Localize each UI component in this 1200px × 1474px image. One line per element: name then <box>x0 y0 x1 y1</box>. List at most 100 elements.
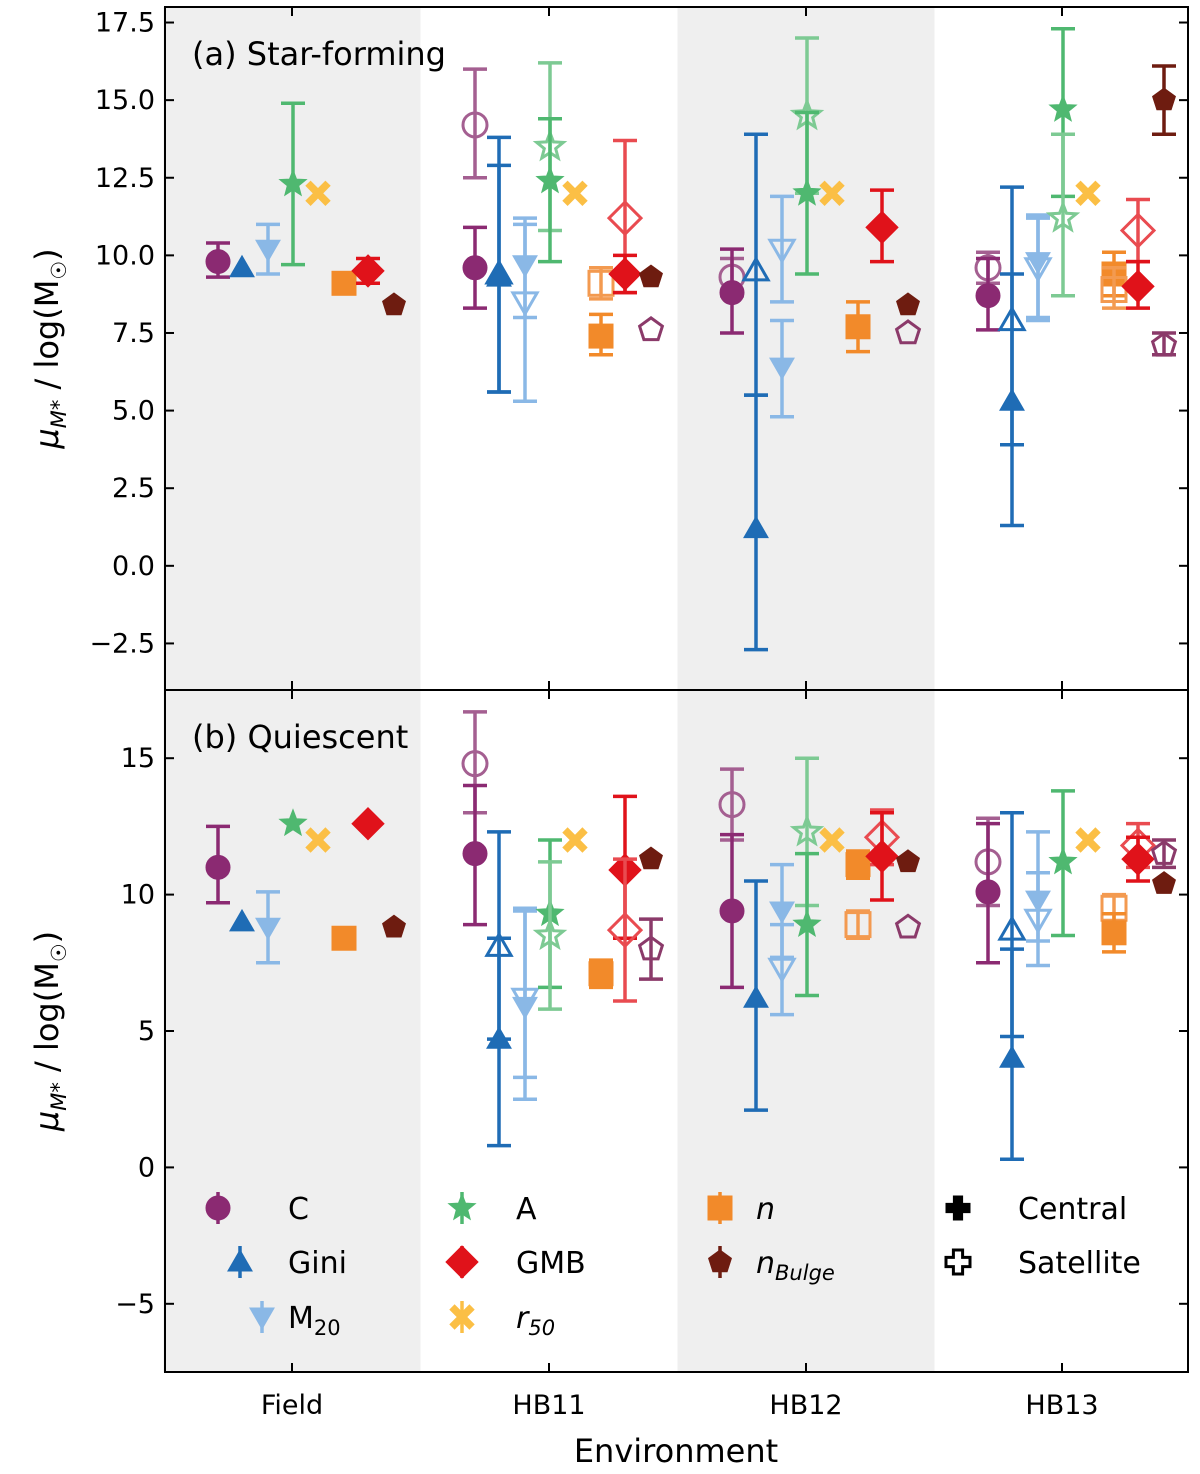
data-point[interactable] <box>305 827 331 853</box>
data-point[interactable] <box>719 832 745 990</box>
gini-central-marker <box>743 985 769 1008</box>
data-point[interactable] <box>975 256 1001 332</box>
data-point[interactable] <box>639 846 663 870</box>
data-point[interactable] <box>229 908 255 932</box>
data-point[interactable] <box>769 318 795 419</box>
data-point[interactable] <box>229 254 255 278</box>
data-point[interactable] <box>865 811 899 902</box>
data-point[interactable] <box>278 808 308 837</box>
data-point[interactable] <box>486 936 512 1148</box>
data-point[interactable] <box>512 909 538 1101</box>
data-point[interactable] <box>844 909 872 940</box>
m20-central-marker <box>512 996 538 1020</box>
data-point[interactable] <box>1075 827 1101 853</box>
data-point[interactable] <box>1121 835 1155 883</box>
data-point[interactable] <box>331 925 357 951</box>
data-point[interactable] <box>741 132 771 397</box>
data-point[interactable] <box>278 101 308 267</box>
data-point[interactable] <box>896 292 920 316</box>
data-point[interactable] <box>205 824 231 905</box>
data-point[interactable] <box>606 857 644 1003</box>
data-point[interactable] <box>767 194 797 304</box>
data-point[interactable] <box>1045 132 1081 298</box>
legend-item-n: n <box>707 1192 775 1227</box>
legend-item-r50: r50 <box>449 1301 555 1340</box>
gini-central-marker <box>999 388 1025 411</box>
data-point[interactable] <box>999 947 1025 1161</box>
panel-title: (a) Star-forming <box>192 35 446 73</box>
data-point[interactable] <box>255 222 281 276</box>
data-point[interactable] <box>719 247 745 335</box>
data-point[interactable] <box>382 292 406 316</box>
y-tick-label: 5.0 <box>112 396 155 427</box>
data-point[interactable] <box>894 319 922 345</box>
data-point[interactable] <box>587 266 615 301</box>
data-point[interactable] <box>639 264 663 288</box>
data-point[interactable] <box>1152 871 1176 894</box>
data-point[interactable] <box>351 254 385 288</box>
c-satellite-marker <box>461 111 489 139</box>
a-field-marker <box>278 168 308 197</box>
m20-satellite-marker <box>767 238 797 265</box>
y-tick-label: 5 <box>138 1016 155 1047</box>
data-point[interactable] <box>588 958 614 990</box>
data-point[interactable] <box>819 827 845 853</box>
data-point[interactable] <box>351 806 385 841</box>
legend-label: GMB <box>516 1246 586 1281</box>
data-point[interactable] <box>865 188 899 264</box>
data-point[interactable] <box>255 890 281 965</box>
data-point[interactable] <box>1121 259 1155 310</box>
data-point[interactable] <box>462 225 488 310</box>
nbulge-central-marker <box>1152 871 1176 894</box>
data-point[interactable] <box>462 783 488 927</box>
data-point[interactable] <box>894 913 922 939</box>
data-point[interactable] <box>1023 871 1053 968</box>
data-point[interactable] <box>532 860 568 1011</box>
data-point[interactable] <box>510 222 540 404</box>
data-point[interactable] <box>562 180 588 207</box>
data-point[interactable] <box>608 253 642 295</box>
data-point[interactable] <box>1048 789 1078 938</box>
data-point[interactable] <box>845 849 871 880</box>
panel-star-forming: −2.5 0.0 2.5 5.0 7.5 10.0 12.5 15.0 17.5 (a) Star… <box>28 6 1189 691</box>
data-point[interactable] <box>382 914 406 938</box>
data-point[interactable] <box>1023 216 1053 320</box>
a-central-marker <box>1048 94 1078 122</box>
data-point[interactable] <box>1150 331 1178 357</box>
data-point[interactable] <box>845 300 871 354</box>
data-point[interactable] <box>743 393 769 652</box>
data-point[interactable] <box>637 316 665 342</box>
data-point[interactable] <box>1150 838 1178 870</box>
data-point[interactable] <box>637 917 665 981</box>
data-point[interactable] <box>535 117 565 264</box>
c-central-marker <box>975 879 1001 905</box>
data-point[interactable] <box>718 767 746 842</box>
data-point[interactable] <box>588 312 614 357</box>
data-point[interactable] <box>792 110 822 276</box>
data-point[interactable] <box>1119 197 1157 264</box>
data-point[interactable] <box>999 272 1025 528</box>
data-point[interactable] <box>792 851 822 998</box>
data-point[interactable] <box>1075 180 1101 207</box>
data-point[interactable] <box>975 821 1001 965</box>
data-point[interactable] <box>305 180 331 207</box>
r50-central-marker <box>1075 180 1101 207</box>
gini-central-marker <box>486 264 512 287</box>
legend-label: n <box>756 1192 775 1227</box>
data-point[interactable] <box>486 163 512 394</box>
gini-satellite-marker <box>741 255 771 282</box>
data-point[interactable] <box>562 827 588 853</box>
legend-label: C <box>288 1192 309 1227</box>
data-point[interactable] <box>819 180 845 207</box>
gmb-central-marker <box>865 210 899 245</box>
data-point[interactable] <box>896 849 920 873</box>
data-point[interactable] <box>1152 64 1176 137</box>
data-point[interactable] <box>461 67 489 180</box>
data-point[interactable] <box>743 879 769 1112</box>
nbulge-satellite-marker <box>637 935 665 961</box>
y-tick-label: 17.5 <box>95 8 155 39</box>
data-point[interactable] <box>767 922 797 1017</box>
data-point[interactable] <box>1101 911 1127 954</box>
data-point[interactable] <box>205 241 231 279</box>
data-point[interactable] <box>331 270 357 296</box>
